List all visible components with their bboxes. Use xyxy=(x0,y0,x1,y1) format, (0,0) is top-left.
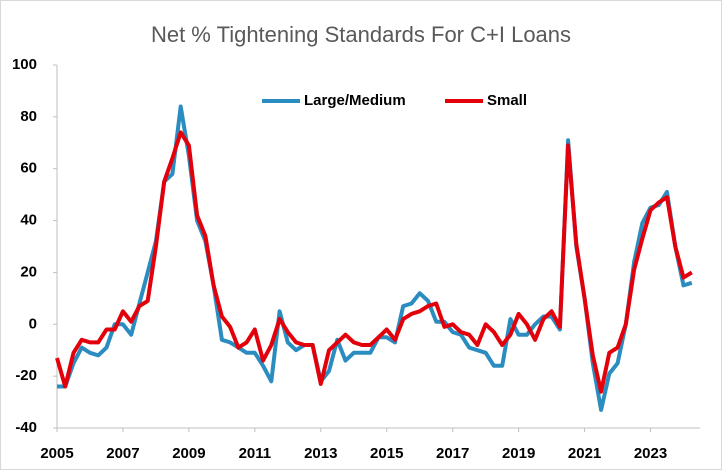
y-tick-label: 60 xyxy=(20,160,37,177)
x-tick-label: 2007 xyxy=(106,445,139,462)
chart-title: Net % Tightening Standards For C+I Loans xyxy=(151,22,571,47)
legend-label: Small xyxy=(487,92,527,109)
x-tick-label: 2017 xyxy=(436,445,469,462)
x-tick-label: 2021 xyxy=(568,445,601,462)
x-tick-label: 2023 xyxy=(634,445,667,462)
series-line xyxy=(55,130,693,394)
x-tick-label: 2011 xyxy=(239,445,272,462)
legend-label: Large/Medium xyxy=(304,92,406,109)
y-tick-label: -20 xyxy=(15,367,37,384)
x-tick-label: 2009 xyxy=(172,445,205,462)
y-tick-label: 100 xyxy=(12,56,37,73)
x-tick-label: 2019 xyxy=(502,445,535,462)
y-tick-label: 20 xyxy=(20,263,37,280)
y-tick-label: 80 xyxy=(20,108,37,125)
y-tick-label: 40 xyxy=(20,212,37,229)
x-tick-label: 2005 xyxy=(40,445,73,462)
y-tick-label: -40 xyxy=(15,419,37,436)
y-tick-label: 0 xyxy=(29,315,37,332)
x-tick-label: 2015 xyxy=(370,445,403,462)
x-tick-label: 2013 xyxy=(304,445,337,462)
